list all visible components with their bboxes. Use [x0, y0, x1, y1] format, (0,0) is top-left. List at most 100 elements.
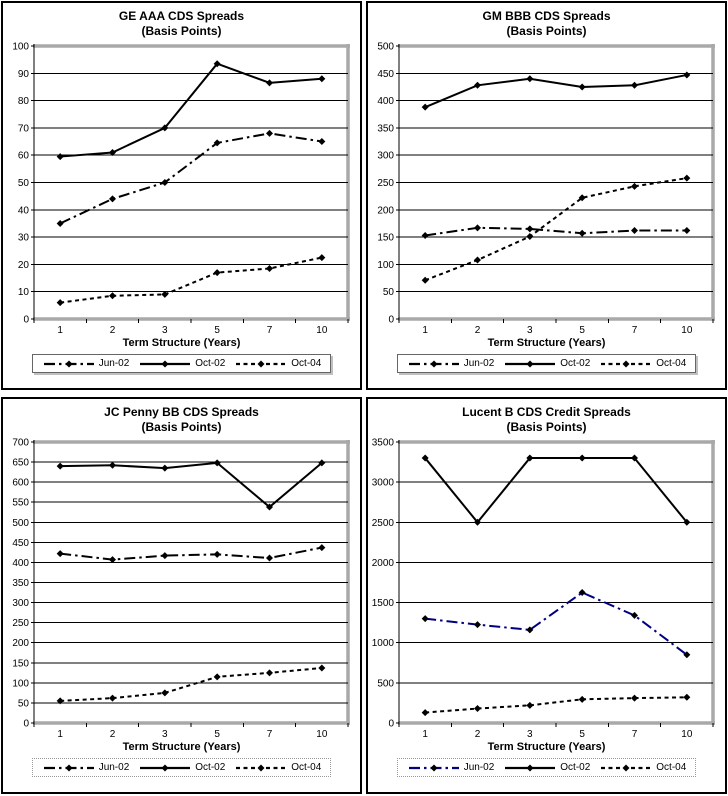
svg-text:30: 30	[17, 233, 29, 244]
legend-line-sample	[140, 360, 191, 367]
svg-text:2000: 2000	[371, 558, 394, 569]
svg-text:10: 10	[316, 325, 328, 336]
legend-item: Oct-04	[234, 358, 321, 369]
svg-text:150: 150	[377, 233, 394, 244]
legend-item: Oct-04	[234, 762, 321, 773]
svg-text:5: 5	[214, 729, 220, 740]
x-axis-title: Term Structure (Years)	[487, 741, 606, 753]
legend-item: Oct-02	[138, 358, 225, 369]
svg-text:2: 2	[109, 729, 115, 740]
legend-label: Oct-04	[656, 762, 687, 773]
svg-text:2500: 2500	[371, 518, 394, 529]
svg-text:7: 7	[631, 325, 637, 336]
svg-text:2: 2	[474, 729, 480, 740]
legend-item: Oct-02	[503, 358, 590, 369]
svg-text:1000: 1000	[371, 638, 394, 649]
legend-line-sample	[601, 360, 652, 367]
svg-text:2: 2	[109, 325, 115, 336]
legend-line-sample	[408, 360, 459, 367]
legend-label: Oct-02	[560, 762, 591, 773]
x-axis-title: Term Structure (Years)	[487, 337, 606, 349]
legend-item: Jun-02	[42, 358, 130, 369]
svg-text:300: 300	[12, 598, 29, 609]
svg-text:60: 60	[17, 151, 29, 162]
legend-item: Jun-02	[407, 358, 495, 369]
svg-text:600: 600	[12, 478, 29, 489]
svg-text:100: 100	[12, 678, 29, 689]
legend-line-sample	[140, 764, 191, 771]
svg-text:350: 350	[377, 123, 394, 134]
chart-legend: Jun-02 Oct-02 Oct-04	[396, 354, 697, 373]
svg-text:90: 90	[17, 69, 29, 80]
svg-text:700: 700	[12, 438, 29, 449]
legend-line-sample	[505, 360, 556, 367]
svg-text:3: 3	[162, 729, 168, 740]
svg-text:250: 250	[377, 178, 394, 189]
svg-text:150: 150	[12, 658, 29, 669]
legend-item: Oct-04	[599, 358, 686, 369]
svg-text:450: 450	[12, 538, 29, 549]
chart-subtitle: (Basis Points)	[506, 420, 587, 434]
legend-line-sample	[236, 360, 287, 367]
chart-panel-lucent-b: Lucent B CDS Credit Spreads (Basis Point…	[366, 397, 727, 794]
svg-text:400: 400	[12, 558, 29, 569]
svg-text:50: 50	[17, 178, 29, 189]
svg-text:10: 10	[316, 729, 328, 740]
legend-label: Oct-04	[291, 358, 322, 369]
x-axis-title: Term Structure (Years)	[122, 337, 241, 349]
legend-line-sample	[505, 764, 556, 771]
chart-subtitle: (Basis Points)	[506, 24, 587, 38]
svg-text:20: 20	[17, 260, 29, 271]
legend-label: Jun-02	[463, 358, 495, 369]
svg-text:7: 7	[266, 325, 272, 336]
svg-text:500: 500	[377, 42, 394, 53]
svg-text:80: 80	[17, 96, 29, 107]
svg-text:350: 350	[12, 578, 29, 589]
legend-label: Oct-02	[560, 358, 591, 369]
svg-text:10: 10	[681, 729, 693, 740]
legend-item: Jun-02	[407, 762, 495, 773]
svg-text:5: 5	[579, 325, 585, 336]
svg-text:100: 100	[377, 260, 394, 271]
chart-title: JC Penny BB CDS Spreads	[104, 405, 259, 419]
legend-label: Jun-02	[98, 358, 130, 369]
legend-item: Oct-02	[503, 762, 590, 773]
legend-item: Jun-02	[42, 762, 129, 773]
svg-text:100: 100	[12, 42, 29, 53]
svg-text:2: 2	[474, 325, 480, 336]
svg-text:650: 650	[12, 458, 29, 469]
svg-text:500: 500	[12, 518, 29, 529]
svg-text:50: 50	[382, 287, 394, 298]
svg-text:300: 300	[377, 151, 394, 162]
legend-label: Jun-02	[463, 762, 495, 773]
svg-text:1: 1	[422, 325, 428, 336]
svg-text:3: 3	[527, 325, 533, 336]
chart-panel-jc-penny-bb: JC Penny BB CDS Spreads (Basis Points) 0…	[1, 397, 362, 794]
svg-text:1: 1	[57, 325, 63, 336]
x-axis-title: Term Structure (Years)	[122, 741, 241, 753]
legend-line-sample	[43, 360, 94, 367]
svg-text:5: 5	[214, 325, 220, 336]
svg-text:1: 1	[57, 729, 63, 740]
chart-plot: 0 500 1000 1500 2000 2500 3000 3500 1 2 3 5 7 10	[371, 438, 715, 740]
svg-text:3: 3	[162, 325, 168, 336]
chart-panel-gm-bbb: GM BBB CDS Spreads (Basis Points) 0 50 100…	[366, 1, 727, 390]
chart-plot: 0 50 100 150 200 250 300 350 400 450 500 1 2 3 5 7 10	[377, 42, 715, 336]
svg-text:200: 200	[12, 638, 29, 649]
svg-text:200: 200	[377, 205, 394, 216]
svg-text:0: 0	[388, 719, 394, 730]
svg-text:5: 5	[579, 729, 585, 740]
svg-text:7: 7	[266, 729, 272, 740]
svg-text:40: 40	[17, 205, 29, 216]
chart-title: GM BBB CDS Spreads	[482, 9, 611, 23]
svg-text:50: 50	[17, 698, 29, 709]
legend-label: Oct-04	[291, 762, 322, 773]
legend-line-sample	[236, 764, 287, 771]
svg-text:450: 450	[377, 69, 394, 80]
svg-text:500: 500	[377, 678, 394, 689]
svg-text:0: 0	[388, 315, 394, 326]
chart-legend: Jun-02 Oct-02 Oct-04	[31, 758, 332, 777]
svg-text:0: 0	[23, 315, 29, 326]
svg-text:550: 550	[12, 498, 29, 509]
